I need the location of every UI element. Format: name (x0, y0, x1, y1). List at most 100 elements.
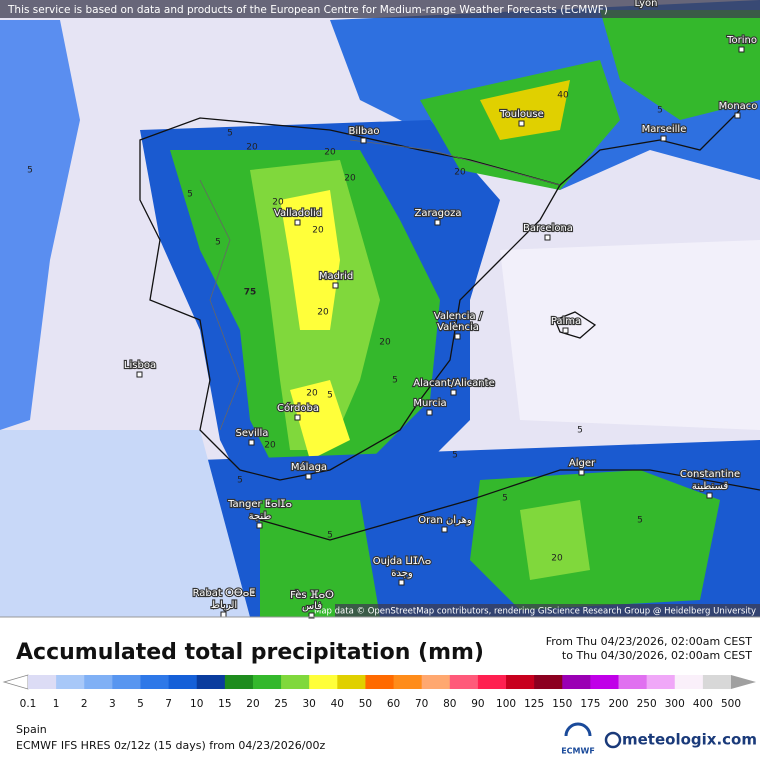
place-marker (660, 135, 667, 142)
region: Spain (16, 723, 47, 736)
legend-swatch (168, 675, 198, 689)
legend-label: 300 (665, 698, 685, 710)
place-marker (220, 611, 227, 618)
place-label: Córdoba (277, 402, 319, 414)
contour-label: 20 (246, 143, 258, 153)
place-marker (734, 112, 741, 119)
legend-arrow-low (2, 674, 29, 690)
legend-label: 3 (109, 698, 116, 710)
legend-swatch (618, 675, 648, 689)
legend-label: 10 (190, 698, 203, 710)
legend-label: 30 (303, 698, 316, 710)
place-label: Marseille (642, 124, 687, 135)
legend-label: 1 (53, 698, 60, 710)
contour-label: 20 (344, 174, 356, 184)
place-marker (294, 414, 301, 421)
legend-swatch (365, 675, 395, 689)
legend-label: 250 (637, 698, 657, 710)
legend-swatch (449, 675, 479, 689)
legend-swatch (337, 675, 366, 689)
model-info: ECMWF IFS HRES 0z/12z (15 days) from 04/… (16, 739, 326, 752)
place-marker (398, 579, 405, 586)
legend-title: Accumulated total precipitation (mm) (16, 640, 484, 665)
legend-arrow-high (731, 675, 756, 689)
legend-swatch (309, 675, 338, 689)
legend-label: 40 (331, 698, 344, 710)
legend-label: 150 (552, 698, 572, 710)
place-label: Rabat ⵔⴱⴰⵟ (193, 588, 256, 599)
legend-swatch (28, 675, 57, 689)
legend-swatch (506, 675, 535, 689)
legend-label: 25 (274, 698, 287, 710)
place-label: Constantine (680, 469, 740, 480)
place-label: Oujda ⵡⵊⴷⴰ (373, 556, 432, 567)
legend-label: 200 (608, 698, 628, 710)
legend-swatch (590, 675, 620, 689)
legend-label: 500 (721, 698, 741, 710)
legend: 0.1 1 2 3 5 7 10 15 20 25 30 40 50 60 70 80 90 100 125 150 1… (2, 674, 756, 710)
period-from: From Thu 04/23/2026, 02:00am CEST (546, 635, 753, 648)
place-label: Murcia (413, 398, 446, 409)
place-label: Málaga (291, 461, 327, 473)
place-marker (434, 219, 441, 226)
legend-label: 2 (81, 698, 88, 710)
legend-label: 7 (165, 698, 172, 710)
coastlines (139, 109, 760, 541)
place-label: Barcelona (523, 223, 573, 234)
place-label: Madrid (319, 271, 353, 282)
place-label: الرباط (211, 600, 237, 611)
place-marker (578, 469, 585, 476)
legend-swatch (393, 675, 423, 689)
contour-label: 5 (392, 376, 398, 386)
legend-label: 5 (137, 698, 144, 710)
place-label: Toulouse (499, 109, 543, 120)
attribution-bar (335, 604, 760, 617)
legend-swatch (56, 675, 85, 689)
place-label: Monaco (719, 101, 758, 112)
contour-label: 5 (237, 476, 243, 486)
place-label: Torino (726, 35, 757, 46)
places: Lyon Torino Monaco Marseille Toulouse Bilbao Z… (123, 0, 759, 619)
contour-label: 75 (244, 288, 257, 298)
contour-label: 5 (577, 426, 583, 436)
place-label: Palma (551, 316, 581, 327)
place-marker (706, 492, 713, 499)
place-label: Lisboa (124, 360, 156, 371)
place-label: Zaragoza (414, 208, 461, 219)
legend-swatch (252, 675, 282, 689)
brand: meteologix.com (622, 731, 757, 749)
legend-label: 175 (580, 698, 600, 710)
contour-label: 5 (502, 494, 508, 504)
place-label: Alacant/Alicante (413, 378, 494, 389)
legend-label: 400 (693, 698, 713, 710)
place-label: Alger (569, 458, 596, 469)
legend-swatch (224, 675, 254, 689)
legend-label: 0.1 (20, 698, 37, 710)
contour-label: 20 (551, 554, 563, 564)
place-marker (738, 46, 745, 53)
contour-label: 20 (317, 308, 329, 318)
contour-label: 5 (215, 238, 221, 248)
contour-label: 5 (657, 106, 663, 116)
legend-label: 70 (415, 698, 428, 710)
contour-label: 5 (327, 531, 333, 541)
place-marker (256, 522, 263, 529)
ecmwf-logo: ECMWF (561, 722, 595, 756)
legend-label: 20 (246, 698, 259, 710)
place-label: Sevilla (236, 428, 269, 439)
place-label: قسنطينة (692, 481, 729, 492)
borders (199, 139, 561, 431)
legend-swatch (674, 675, 704, 689)
legend-swatch (196, 675, 226, 689)
place-marker (426, 409, 433, 416)
place-label: Valencia / (434, 311, 483, 322)
contour-label: 5 (452, 451, 458, 461)
period-to: to Thu 04/30/2026, 02:00am CEST (562, 649, 752, 662)
place-label: طنجة (249, 511, 272, 522)
contour-labels: 75 40 20 20 20 20 20 20 20 20 20 20 20 5 5 5 5 5 5 5 5 5 5 5 5 5 (27, 91, 663, 564)
place-marker (308, 612, 315, 619)
place-label: Fès ⴼⴰⵙ (290, 589, 334, 601)
place-label: Valladolid (274, 208, 322, 219)
contour-label: 5 (327, 391, 333, 401)
